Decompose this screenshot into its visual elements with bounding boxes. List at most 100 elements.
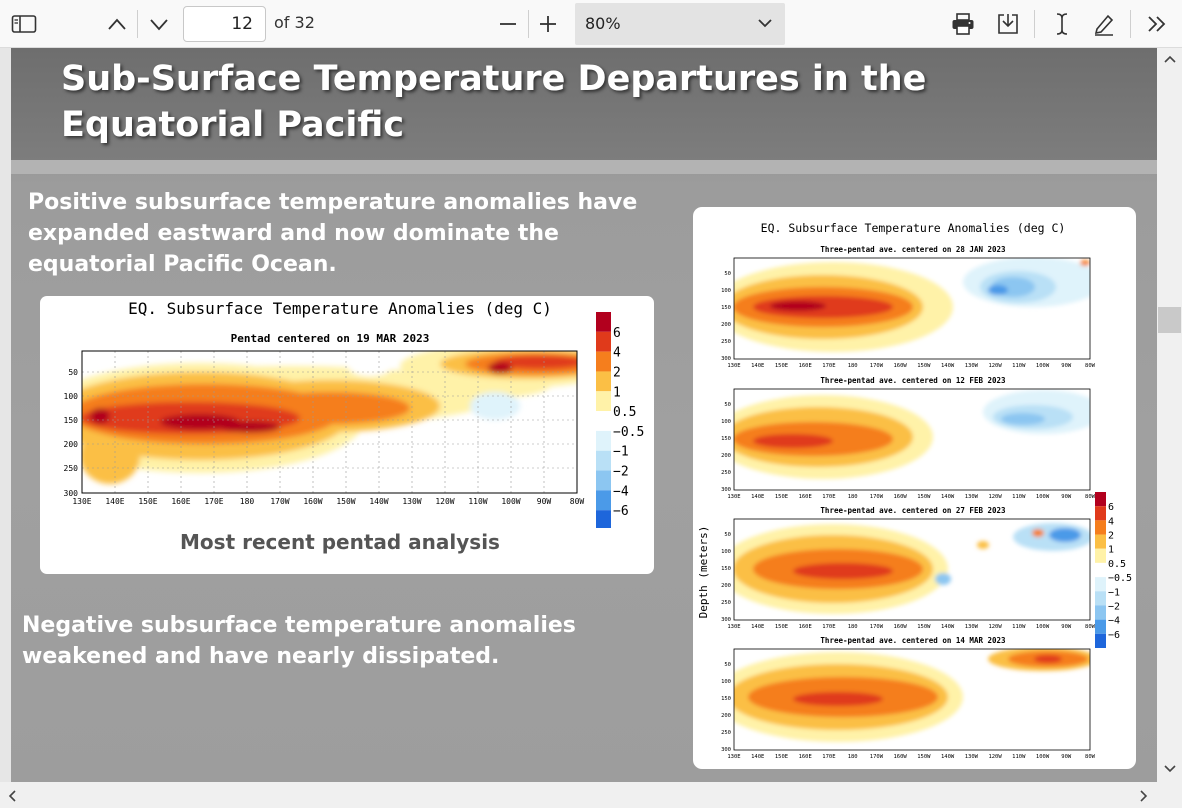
y-tick-label: 50 bbox=[724, 402, 731, 408]
y-tick-label: 250 bbox=[721, 470, 731, 476]
x-tick-label: 100W bbox=[1036, 363, 1050, 369]
previous-page-icon[interactable] bbox=[101, 8, 133, 40]
toolbar-divider bbox=[1130, 10, 1131, 38]
y-tick-label: 300 bbox=[721, 356, 731, 362]
scroll-down-icon[interactable] bbox=[1163, 764, 1177, 774]
chart-title: EQ. Subsurface Temperature Anomalies (de… bbox=[128, 299, 552, 318]
zoom-out-icon[interactable] bbox=[492, 8, 524, 40]
zoom-select[interactable]: 80% bbox=[575, 3, 785, 45]
toolbar-divider bbox=[1034, 10, 1035, 38]
body-paragraph-positive: Positive subsurface temperature anomalie… bbox=[28, 190, 638, 277]
colorbar-swatch bbox=[1095, 492, 1106, 507]
x-tick-label: 150W bbox=[917, 363, 931, 369]
page-number-input[interactable] bbox=[183, 6, 266, 42]
sidebar-toggle-icon[interactable] bbox=[8, 8, 40, 40]
vertical-scrollbar[interactable] bbox=[1157, 48, 1182, 782]
colorbar-label: −4 bbox=[1108, 616, 1120, 627]
x-tick-label: 110W bbox=[1012, 624, 1026, 630]
more-tools-icon[interactable] bbox=[1141, 8, 1173, 40]
x-tick-label: 80W bbox=[1085, 363, 1096, 369]
colorbar-swatch bbox=[1095, 591, 1106, 606]
colorbar: 6 4 2 1 0.5 −0.5 −1 −2 −4 −6 bbox=[596, 312, 644, 528]
vertical-scroll-thumb[interactable] bbox=[1158, 307, 1181, 333]
colorbar-label: −0.5 bbox=[1108, 573, 1132, 584]
x-tick-label: 180 bbox=[240, 497, 255, 506]
x-tick-label: 140W bbox=[941, 754, 955, 760]
colorbar-swatch bbox=[1095, 534, 1106, 549]
y-tick-label: 250 bbox=[721, 730, 731, 736]
x-tick-label: 110W bbox=[1012, 494, 1026, 500]
x-tick-label: 160E bbox=[799, 363, 812, 369]
panel-27-feb-field bbox=[734, 523, 1090, 614]
title-bar bbox=[11, 48, 1157, 174]
grid-lines bbox=[82, 351, 577, 493]
x-tick-label: 80W bbox=[1085, 624, 1096, 630]
x-tick-label: 140E bbox=[751, 754, 764, 760]
next-page-icon[interactable] bbox=[143, 8, 175, 40]
panel-12-feb-field bbox=[734, 390, 1090, 479]
x-tick-label: 110W bbox=[468, 497, 487, 506]
pentad-heatmap-chart: EQ. Subsurface Temperature Anomalies (de… bbox=[64, 299, 644, 528]
x-tick-label: 130W bbox=[402, 497, 421, 506]
colorbar-swatch bbox=[596, 371, 611, 392]
chart-subtitle: Pentad centered on 19 MAR 2023 bbox=[231, 332, 430, 345]
x-tick-label: 150W bbox=[917, 754, 931, 760]
colorbar-swatch bbox=[596, 411, 611, 431]
scroll-up-icon[interactable] bbox=[1163, 54, 1177, 64]
x-tick-label: 100W bbox=[1036, 494, 1050, 500]
x-tick-label: 140E bbox=[751, 494, 764, 500]
zoom-in-icon[interactable] bbox=[532, 8, 564, 40]
scroll-right-icon[interactable] bbox=[1139, 789, 1149, 803]
y-tick-label: 50 bbox=[724, 532, 731, 538]
save-icon[interactable] bbox=[992, 8, 1024, 40]
panel-28-jan-field bbox=[734, 258, 1090, 352]
x-tick-label: 140E bbox=[751, 624, 764, 630]
panel-title-12-feb: Three-pentad ave. centered on 12 FEB 202… bbox=[820, 376, 1006, 385]
pdf-page: Sub-Surface Temperature Departures in th… bbox=[11, 48, 1157, 782]
x-tick-label: 130W bbox=[965, 494, 979, 500]
document-viewport[interactable]: Sub-Surface Temperature Departures in th… bbox=[0, 48, 1157, 782]
x-tick-label: 120W bbox=[988, 624, 1002, 630]
colorbar-swatch bbox=[596, 490, 611, 511]
y-tick-label: 250 bbox=[64, 464, 79, 473]
text-select-icon[interactable] bbox=[1046, 8, 1078, 40]
x-tick-label: 170E bbox=[204, 497, 223, 506]
x-tick-label: 90W bbox=[1061, 624, 1072, 630]
colorbar-swatch bbox=[596, 312, 611, 332]
colorbar-label: −2 bbox=[1108, 601, 1120, 612]
y-tick-label: 100 bbox=[721, 288, 731, 294]
colorbar-label: 4 bbox=[613, 346, 621, 361]
print-icon[interactable] bbox=[947, 8, 979, 40]
x-tick-label: 130W bbox=[965, 363, 979, 369]
colorbar-swatch bbox=[1095, 520, 1106, 535]
scroll-left-icon[interactable] bbox=[7, 789, 17, 803]
x-tick-label: 170W bbox=[870, 494, 884, 500]
x-tick-label: 100W bbox=[501, 497, 520, 506]
pdf-toolbar: of 32 80% bbox=[0, 0, 1182, 48]
x-tick-label: 100W bbox=[1036, 624, 1050, 630]
draw-icon[interactable] bbox=[1088, 8, 1120, 40]
x-tick-label: 150E bbox=[775, 624, 788, 630]
y-tick-label: 150 bbox=[64, 416, 79, 425]
colorbar-label: −0.5 bbox=[613, 425, 644, 440]
x-tick-label: 90W bbox=[1061, 494, 1072, 500]
chart-title: EQ. Subsurface Temperature Anomalies (de… bbox=[761, 221, 1066, 235]
y-tick-label: 150 bbox=[721, 566, 731, 572]
y-tick-label: 300 bbox=[721, 747, 731, 753]
x-tick-label: 120W bbox=[988, 494, 1002, 500]
colorbar-swatch bbox=[596, 510, 611, 528]
x-tick-label: 170E bbox=[822, 624, 835, 630]
x-tick-label: 140W bbox=[941, 494, 955, 500]
x-tick-label: 140W bbox=[941, 624, 955, 630]
x-tick-label: 150E bbox=[775, 363, 788, 369]
x-tick-label: 130E bbox=[727, 754, 740, 760]
horizontal-scrollbar[interactable] bbox=[0, 782, 1182, 808]
x-tick-label: 130E bbox=[727, 624, 740, 630]
x-tick-label: 140W bbox=[941, 363, 955, 369]
y-tick-label: 200 bbox=[721, 322, 731, 328]
colorbar-label: 4 bbox=[1108, 516, 1114, 527]
x-tick-label: 170W bbox=[270, 497, 289, 506]
x-tick-label: 180 bbox=[848, 754, 858, 760]
x-tick-label: 140W bbox=[369, 497, 388, 506]
colorbar-label: 0.5 bbox=[613, 405, 636, 420]
